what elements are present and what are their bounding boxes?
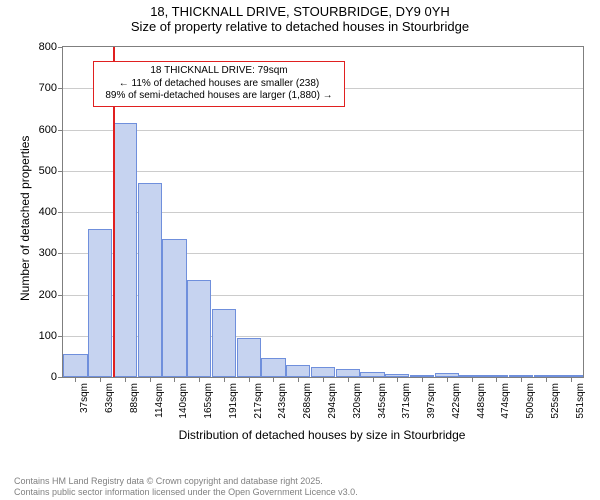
xtick-mark: [447, 377, 448, 382]
ytick-label: 500: [39, 165, 57, 177]
plot-area: 010020030040050060070080037sqm63sqm88sqm…: [62, 46, 584, 378]
chart-title-block: 18, THICKNALL DRIVE, STOURBRIDGE, DY9 0Y…: [0, 0, 600, 34]
histogram-bar: [286, 365, 310, 377]
xtick-mark: [174, 377, 175, 382]
xtick-label: 500sqm: [525, 383, 536, 419]
histogram-bar: [113, 123, 137, 377]
xtick-mark: [571, 377, 572, 382]
footnote-line-2: Contains public sector information licen…: [14, 487, 358, 497]
ytick-mark: [58, 336, 63, 337]
ytick-mark: [58, 47, 63, 48]
y-axis-label: Number of detached properties: [18, 136, 32, 301]
xtick-mark: [224, 377, 225, 382]
xtick-mark: [348, 377, 349, 382]
chart-container: 0 100 200 300 400 500 600 700 800 37sqm 63sqm 88sqm…: [0, 38, 600, 458]
xtick-label: 37sqm: [79, 383, 90, 413]
xtick-mark: [397, 377, 398, 382]
xtick-mark: [273, 377, 274, 382]
xtick-label: 140sqm: [178, 383, 189, 419]
xtick-label: 243sqm: [277, 383, 288, 419]
histogram-bar: [63, 354, 87, 377]
ytick-mark: [58, 377, 63, 378]
histogram-bar: [336, 369, 360, 377]
xtick-label: 63sqm: [104, 383, 115, 413]
histogram-bar: [88, 229, 112, 378]
ytick-label: 300: [39, 247, 57, 259]
ytick-mark: [58, 88, 63, 89]
ytick-mark: [58, 130, 63, 131]
xtick-label: 551sqm: [575, 383, 586, 419]
histogram-bar: [311, 367, 335, 377]
title-line-1: 18, THICKNALL DRIVE, STOURBRIDGE, DY9 0Y…: [0, 4, 600, 19]
xtick-mark: [323, 377, 324, 382]
xtick-mark: [472, 377, 473, 382]
annotation-line: ← 11% of detached houses are smaller (23…: [100, 78, 338, 91]
xtick-mark: [298, 377, 299, 382]
xtick-label: 448sqm: [476, 383, 487, 419]
xtick-mark: [422, 377, 423, 382]
ytick-label: 200: [39, 289, 57, 301]
ytick-label: 600: [39, 124, 57, 136]
xtick-mark: [100, 377, 101, 382]
xtick-mark: [75, 377, 76, 382]
xtick-mark: [199, 377, 200, 382]
xtick-label: 114sqm: [154, 383, 165, 418]
ytick-mark: [58, 253, 63, 254]
ytick-label: 100: [39, 330, 57, 342]
histogram-bar: [237, 338, 261, 377]
ytick-mark: [58, 171, 63, 172]
ytick-label: 800: [39, 41, 57, 53]
xtick-mark: [150, 377, 151, 382]
ytick-mark: [58, 295, 63, 296]
xtick-mark: [125, 377, 126, 382]
annotation-line: 89% of semi-detached houses are larger (…: [100, 90, 338, 103]
ytick-label: 400: [39, 206, 57, 218]
xtick-label: 474sqm: [500, 383, 511, 419]
histogram-bar: [187, 280, 211, 377]
xtick-label: 525sqm: [550, 383, 561, 419]
histogram-bar: [261, 358, 285, 377]
xtick-label: 397sqm: [426, 383, 437, 419]
footnote-line-1: Contains HM Land Registry data © Crown c…: [14, 476, 323, 486]
xtick-label: 345sqm: [377, 383, 388, 419]
grid-line: [63, 130, 583, 131]
histogram-bar: [138, 183, 162, 377]
xtick-mark: [373, 377, 374, 382]
xtick-mark: [521, 377, 522, 382]
xtick-mark: [249, 377, 250, 382]
annotation-line: 18 THICKNALL DRIVE: 79sqm: [100, 65, 338, 78]
annotation-box: 18 THICKNALL DRIVE: 79sqm← 11% of detach…: [93, 61, 345, 107]
xtick-label: 422sqm: [451, 383, 462, 419]
histogram-bar: [212, 309, 236, 377]
grid-line: [63, 171, 583, 172]
xtick-label: 294sqm: [327, 383, 338, 419]
x-axis-label: Distribution of detached houses by size …: [62, 428, 582, 442]
xtick-label: 88sqm: [129, 383, 140, 413]
xtick-label: 320sqm: [352, 383, 363, 419]
title-line-2: Size of property relative to detached ho…: [0, 19, 600, 34]
xtick-label: 165sqm: [203, 383, 214, 419]
xtick-mark: [546, 377, 547, 382]
xtick-label: 217sqm: [253, 383, 264, 419]
ytick-label: 0: [51, 371, 57, 383]
xtick-label: 191sqm: [228, 383, 239, 419]
histogram-bar: [162, 239, 186, 377]
xtick-label: 268sqm: [302, 383, 313, 419]
xtick-mark: [496, 377, 497, 382]
ytick-mark: [58, 212, 63, 213]
xtick-label: 371sqm: [401, 383, 412, 419]
ytick-label: 700: [39, 82, 57, 94]
